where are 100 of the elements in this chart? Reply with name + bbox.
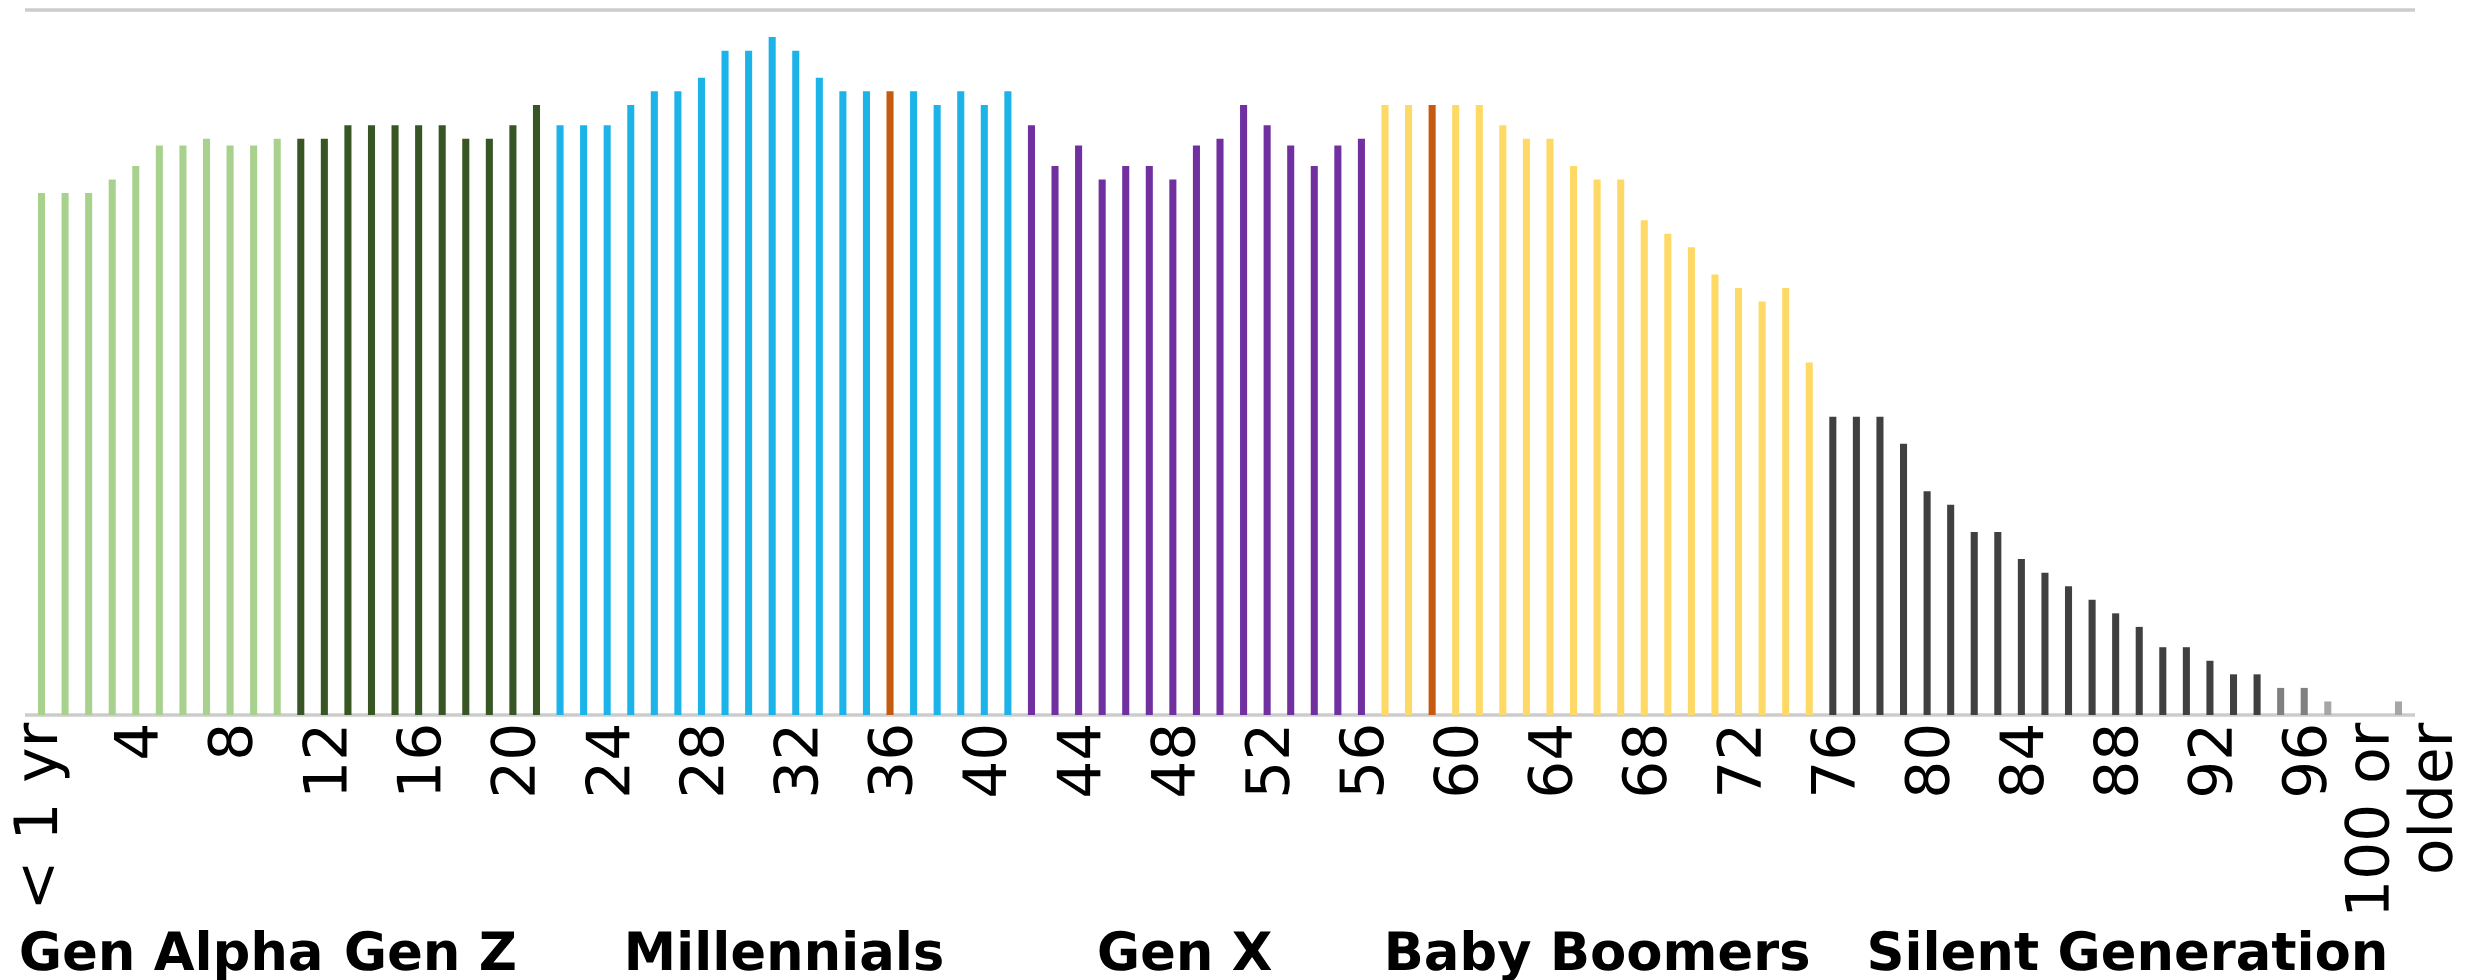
x-tick-label: 72: [1716, 728, 1761, 794]
bar: [1570, 165, 1578, 716]
text: Gen X: [1099, 930, 1272, 971]
bar: [532, 104, 541, 716]
bar: [367, 125, 376, 716]
x-tick-label: 48: [1150, 726, 1196, 796]
bar: [1004, 91, 1012, 716]
bar: [2064, 586, 2073, 716]
bar: [344, 125, 352, 716]
bar: [933, 104, 941, 716]
bar: [1263, 125, 1271, 716]
bar: [697, 77, 706, 716]
bar: [1027, 125, 1035, 716]
bar: [1287, 145, 1295, 716]
bar: [1169, 179, 1177, 716]
bar: [2182, 647, 2190, 716]
bar: [1240, 104, 1248, 716]
bar: [273, 138, 281, 716]
bar: [108, 179, 116, 716]
bar: [438, 125, 446, 716]
bar: [320, 138, 328, 716]
bar: [1522, 138, 1530, 716]
bar: [37, 193, 46, 716]
bar: [627, 104, 635, 716]
x-tick-label: 100 or older: [2344, 722, 2453, 912]
bar: [1782, 287, 1790, 716]
bar: [485, 138, 493, 716]
bar: [1145, 165, 1153, 716]
bar: [650, 91, 658, 716]
x-tick-label: 52: [1244, 728, 1290, 795]
bar: [1452, 104, 1460, 716]
bar: [2041, 572, 2049, 716]
text: Gen Z: [346, 930, 515, 971]
bar: [1711, 274, 1719, 716]
bar: [2324, 701, 2332, 716]
bar: [556, 125, 564, 716]
bar: [391, 125, 399, 716]
bar: [815, 77, 823, 716]
bar: [1876, 416, 1884, 716]
x-tick-label: 4: [114, 726, 158, 758]
bar: [1216, 138, 1224, 716]
bar: [2300, 687, 2308, 716]
bar: [1758, 301, 1766, 716]
bar: [1381, 104, 1389, 716]
bar: [580, 125, 588, 716]
x-tick-label: 60: [1433, 726, 1479, 795]
bar: [2112, 613, 2120, 716]
bar: [462, 138, 470, 716]
x-tick-label: 28: [678, 726, 725, 795]
x-tick-label: 8: [207, 726, 253, 757]
bar: [792, 50, 800, 716]
bar: [1687, 247, 1695, 716]
x-tick-label: 84: [1998, 726, 2044, 795]
bar: [1075, 145, 1083, 716]
bar: [1310, 165, 1318, 716]
bar: [1405, 104, 1413, 716]
bar: [85, 193, 93, 716]
bar: [1428, 104, 1436, 716]
x-tick-label: 16: [396, 726, 442, 793]
bar: [1357, 138, 1365, 716]
bar: [1192, 145, 1200, 716]
bar: [2135, 626, 2143, 716]
bar: [1499, 125, 1507, 716]
bar: [1664, 233, 1672, 716]
x-tick-label: 92: [2187, 728, 2233, 796]
bar: [980, 104, 988, 716]
bar: [1098, 179, 1106, 716]
bar: [226, 145, 234, 716]
bar: [674, 91, 682, 716]
bar: [415, 125, 423, 716]
bar: [1829, 416, 1837, 716]
bar: [721, 50, 729, 716]
bar: [2229, 674, 2238, 716]
x-tick-label: 20: [490, 726, 536, 795]
bar: [250, 145, 258, 716]
bar: [1475, 104, 1483, 716]
bar: [1852, 416, 1860, 716]
bar: [2088, 599, 2096, 716]
bar: [297, 138, 305, 716]
x-tick-label: 96: [2281, 726, 2327, 796]
bar: [155, 145, 163, 716]
bar: [1735, 287, 1743, 716]
x-tick-label: 40: [961, 726, 1007, 796]
x-tick-label: 24: [584, 726, 630, 795]
x-tick-label: 64: [1527, 726, 1573, 795]
bar: [1617, 179, 1625, 716]
bar: [1994, 531, 2002, 716]
bar: [2277, 687, 2285, 716]
bar: [132, 165, 140, 716]
bar: [1923, 491, 1931, 716]
bar: [768, 37, 776, 716]
bar: [1899, 443, 1908, 716]
x-tick-label: 88: [2093, 726, 2139, 795]
bar: [1122, 165, 1130, 716]
bar: [61, 193, 69, 716]
x-tick-label: 80: [1904, 726, 1950, 795]
bar: [1640, 220, 1648, 716]
x-tick-label: 56: [1338, 726, 1384, 795]
bar: [603, 125, 611, 716]
bar: [202, 138, 211, 716]
